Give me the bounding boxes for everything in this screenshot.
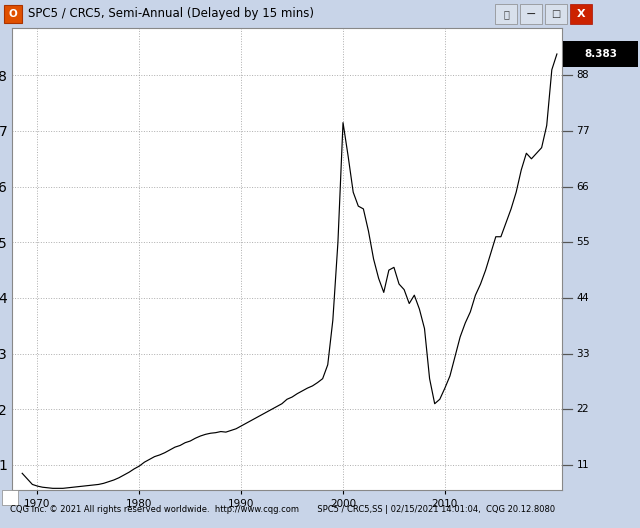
Text: 2: 2	[577, 404, 583, 414]
Text: −: −	[525, 7, 536, 21]
Text: 8: 8	[582, 70, 588, 80]
Text: 4: 4	[577, 293, 583, 303]
Text: 6: 6	[577, 182, 583, 192]
Text: 2: 2	[582, 404, 588, 414]
Text: SPC5 / CRC5, Semi-Annual (Delayed by 15 mins): SPC5 / CRC5, Semi-Annual (Delayed by 15 …	[28, 7, 314, 21]
Text: 8.383: 8.383	[584, 49, 617, 59]
Text: 7: 7	[577, 126, 583, 136]
Text: 3: 3	[582, 348, 588, 359]
Text: 1: 1	[582, 460, 588, 470]
FancyBboxPatch shape	[2, 489, 18, 505]
Text: 3: 3	[577, 348, 583, 359]
FancyBboxPatch shape	[545, 4, 567, 24]
Text: ⛓: ⛓	[503, 9, 509, 19]
Text: O: O	[8, 9, 17, 19]
FancyBboxPatch shape	[520, 4, 542, 24]
Text: 1: 1	[577, 460, 583, 470]
Text: □: □	[552, 9, 561, 19]
FancyBboxPatch shape	[4, 5, 22, 23]
Text: 8: 8	[577, 70, 583, 80]
FancyBboxPatch shape	[563, 41, 638, 67]
Text: CQG Inc. © 2021 All rights reserved worldwide.  http://www.cqg.com       SPC5 / : CQG Inc. © 2021 All rights reserved worl…	[10, 505, 555, 514]
Text: X: X	[577, 9, 586, 19]
FancyBboxPatch shape	[570, 4, 592, 24]
Text: 7: 7	[582, 126, 588, 136]
FancyBboxPatch shape	[495, 4, 517, 24]
Text: 6: 6	[582, 182, 588, 192]
Text: 5: 5	[582, 237, 588, 247]
Text: 5: 5	[577, 237, 583, 247]
Text: 4: 4	[582, 293, 588, 303]
